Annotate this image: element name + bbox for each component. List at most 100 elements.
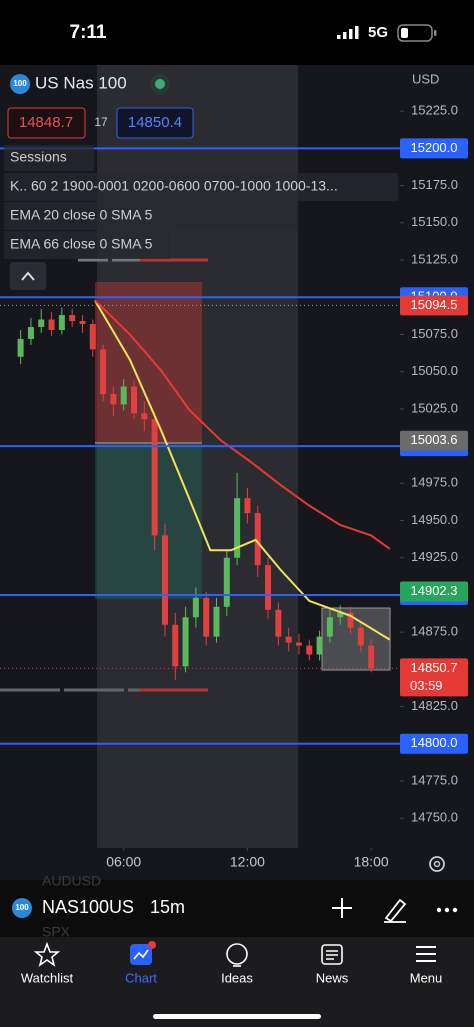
- settings-icon-center: [433, 860, 441, 868]
- candle-body: [120, 386, 127, 405]
- tab-label[interactable]: Watchlist: [21, 970, 74, 985]
- chart-badge: [148, 941, 156, 949]
- candle-body: [38, 319, 45, 327]
- symbol-title[interactable]: US Nas 100: [35, 73, 127, 92]
- sessions-params[interactable]: K.. 60 2 1900-0001 0200-0600 0700-1000 1…: [10, 178, 338, 194]
- candle-body: [357, 627, 364, 646]
- level-label: 15200.0: [411, 140, 458, 155]
- collapse-button[interactable]: [10, 262, 46, 290]
- y-tick-label: 14950.0: [411, 512, 458, 527]
- candle-body: [79, 321, 86, 325]
- symbol-name[interactable]: NAS100US: [42, 897, 134, 917]
- tab-label[interactable]: Ideas: [221, 970, 253, 985]
- candle-body: [316, 636, 323, 655]
- y-tick-label: 14925.0: [411, 549, 458, 564]
- y-tick-label: 14750.0: [411, 810, 458, 825]
- y-tick-label: 15150.0: [411, 214, 458, 229]
- add-button[interactable]: [332, 898, 352, 918]
- ema-line: [93, 299, 391, 641]
- candle-body: [265, 565, 272, 610]
- stop-zone: [95, 282, 202, 443]
- candle-body: [100, 349, 107, 394]
- draw-button[interactable]: [384, 898, 407, 923]
- symbol-badge-icon: [10, 74, 30, 94]
- battery-icon: [397, 24, 437, 42]
- candle-body: [234, 498, 241, 558]
- price-badge: [400, 581, 468, 602]
- sessions-label[interactable]: Sessions: [10, 149, 67, 165]
- ghost-symbol: AUDUSD: [42, 873, 101, 889]
- price-badge: [400, 295, 468, 316]
- level-badge: [400, 733, 468, 754]
- symbol-bar: [0, 880, 474, 937]
- more-button[interactable]: [436, 907, 458, 913]
- candle-body: [254, 513, 261, 566]
- legend-bg: [4, 231, 170, 259]
- bid-price[interactable]: 14848.7: [19, 114, 73, 131]
- price-badge: [400, 658, 468, 697]
- watchlist-icon[interactable]: [33, 941, 61, 967]
- settings-icon[interactable]: [429, 856, 445, 872]
- countdown: 03:59: [410, 678, 443, 693]
- currency[interactable]: USD: [412, 71, 439, 86]
- tab-label[interactable]: Menu: [410, 970, 443, 985]
- y-tick-label: 14775.0: [411, 772, 458, 787]
- symbol-badge: 100: [15, 903, 29, 912]
- candle-body: [275, 609, 282, 637]
- candle-body: [213, 606, 220, 637]
- menu-icon[interactable]: [416, 946, 436, 962]
- y-tick-label: 15125.0: [411, 251, 458, 266]
- level-badge: [400, 138, 468, 159]
- candle-body: [141, 413, 148, 420]
- news-icon[interactable]: [321, 944, 343, 965]
- signal-icon: [337, 26, 359, 39]
- ghost-symbol: SPX: [42, 924, 71, 940]
- x-tick-label: 06:00: [106, 854, 141, 870]
- candle-body: [244, 498, 251, 514]
- home-indicator: [153, 1014, 321, 1019]
- ask-button[interactable]: [116, 107, 194, 139]
- x-tick-label: 18:00: [354, 854, 389, 870]
- candle-body: [285, 636, 292, 643]
- candle-body: [326, 617, 333, 637]
- ema20-legend[interactable]: EMA 20 close 0 SMA 5: [10, 207, 153, 223]
- bid-button[interactable]: [7, 107, 86, 139]
- y-tick-label: 15050.0: [411, 363, 458, 378]
- news-icon-lines: [326, 950, 338, 960]
- ask-price[interactable]: 14850.4: [128, 114, 182, 131]
- price-label: 14902.3: [411, 583, 458, 598]
- candle-body: [89, 324, 96, 350]
- market-status-dot: [155, 79, 165, 89]
- candle-body: [306, 645, 313, 655]
- tab-label[interactable]: News: [316, 970, 349, 985]
- legend-bg: [4, 202, 298, 230]
- interval[interactable]: 15m: [150, 897, 185, 917]
- symbol-badge-icon: [12, 898, 32, 918]
- candle-body: [110, 393, 117, 405]
- candle-body: [337, 612, 344, 618]
- candle-body: [223, 557, 230, 607]
- tab-label[interactable]: Chart: [125, 970, 157, 985]
- ema66-legend[interactable]: EMA 66 close 0 SMA 5: [10, 236, 153, 252]
- y-tick-label: 15225.0: [411, 103, 458, 118]
- price-label: 14850.7: [411, 660, 458, 675]
- tab-bar: [0, 937, 474, 1027]
- x-tick-label: 12:00: [230, 854, 265, 870]
- symbol-badge: 100: [13, 79, 27, 88]
- y-tick-label: 15025.0: [411, 400, 458, 415]
- candle-body: [182, 617, 189, 667]
- price-label: 15003.6: [411, 432, 458, 447]
- candle-body: [295, 642, 302, 646]
- candle-body: [192, 597, 199, 618]
- ema-line: [94, 299, 391, 550]
- network: 5G: [368, 24, 388, 41]
- collapse-icon: [21, 271, 35, 281]
- legend-bg: [4, 173, 398, 201]
- spread: 17: [94, 115, 108, 129]
- level-label: 14800.0: [411, 735, 458, 750]
- candle-body: [27, 326, 34, 339]
- candle-body: [17, 338, 24, 357]
- candle-body: [151, 419, 158, 536]
- ideas-icon[interactable]: [226, 943, 248, 965]
